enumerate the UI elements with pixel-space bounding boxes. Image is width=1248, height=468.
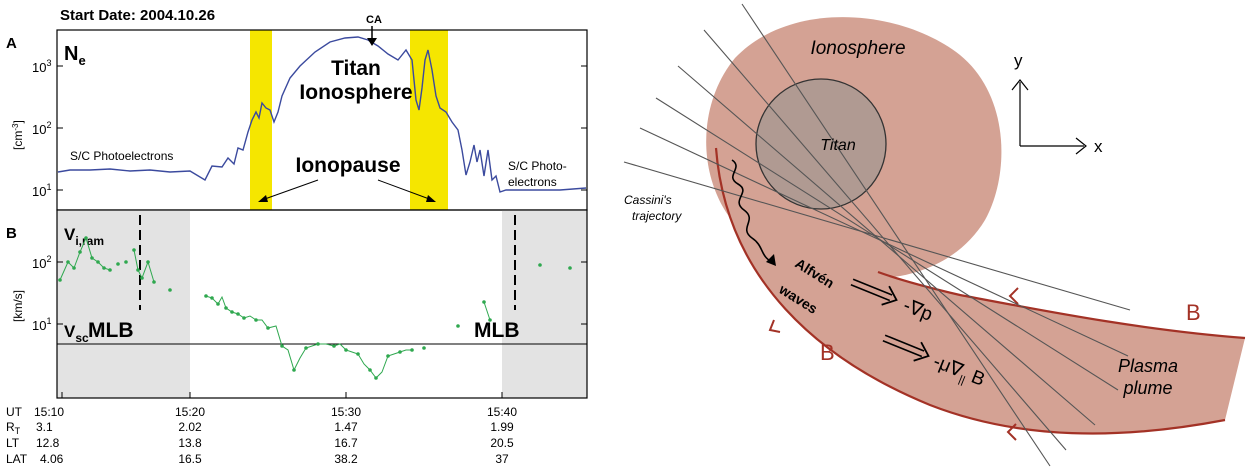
panel-a-unit: [cm-3] [11, 120, 25, 150]
cassini-trajectories [623, 3, 1131, 467]
row-label-ut: UT [6, 405, 23, 419]
rt-col-2: 2.02 [178, 420, 202, 434]
field-line-outer [714, 147, 1226, 435]
lt-col-4: 20.5 [490, 436, 514, 450]
lt-col-2: 13.8 [178, 436, 202, 450]
ne-trace [57, 36, 587, 193]
start-date: Start Date: 2004.10.26 [60, 7, 215, 24]
panel-b-letter: B [6, 225, 17, 242]
field-line-inner [877, 270, 1246, 340]
lt-col-1: 12.8 [36, 436, 60, 450]
b-label-lower: B [820, 340, 835, 365]
trajectory-line-1 [623, 161, 1131, 311]
trajectory-label-1: Cassini's [624, 193, 672, 207]
titan-ionosphere-label-2: Ionosphere [299, 81, 412, 104]
ut-col-3: 15:30 [331, 405, 361, 419]
ionopause-pointer-right [377, 179, 433, 201]
mlb-label-right: MLB [474, 319, 520, 342]
ionosphere-label: Ionosphere [810, 38, 905, 59]
panel-b-frame [56, 209, 588, 399]
trajectory-line-4 [677, 65, 1096, 426]
panel-a-letter: A [6, 35, 17, 52]
sc-photoelectrons-left: S/C Photoelectrons [70, 149, 173, 163]
sc-photoelectrons-right-2: electrons [508, 175, 557, 189]
ne-label: Ne [64, 43, 86, 68]
rt-col-1: 3.1 [36, 420, 53, 434]
vsc-label: Vsc [64, 322, 89, 345]
plasma-plume-label-2: plume [1122, 378, 1172, 398]
panel-b-shade-left [57, 210, 190, 398]
lat-col-3: 38.2 [334, 452, 358, 466]
right-panel: Ionosphere Titan Cassini's trajectory Al… [623, 3, 1246, 467]
lat-col-4: 37 [495, 452, 509, 466]
x-axis-arrowhead [1075, 137, 1087, 155]
x-axis-label: x [1094, 137, 1103, 156]
field-arrow-3 [1006, 423, 1017, 441]
ionopause-highlight-right [410, 30, 448, 210]
time-axis-ticks [61, 392, 503, 398]
ionopause-arrowhead-right [426, 195, 436, 202]
grad-p-arrow [850, 278, 898, 306]
panel-b-unit: [km/s] [11, 290, 25, 322]
trajectory-label-2: trajectory [632, 209, 682, 223]
titan-label: Titan [820, 137, 856, 154]
rt-col-3: 1.47 [334, 420, 358, 434]
titan-body [755, 78, 887, 210]
panel-b-shade-right [502, 210, 587, 398]
vi-ram-label: Vi,ram [64, 225, 104, 248]
mlb-label-left: MLB [88, 319, 134, 342]
trajectory-line-6 [741, 3, 1051, 467]
vi-ram-trace-4 [483, 301, 491, 321]
ionopause-pointer-left [261, 179, 319, 201]
b-ytick-1: 101 [32, 316, 51, 333]
ca-label: CA [366, 14, 382, 26]
sc-photoelectrons-right-1: S/C Photo- [508, 159, 567, 173]
vi-ram-points [58, 236, 572, 380]
field-arrow-2 [1008, 287, 1019, 305]
y-axis-arrowhead [1011, 79, 1029, 91]
ionopause-arrowhead-left [258, 195, 268, 202]
a-ytick-1: 101 [32, 182, 51, 199]
ut-col-4: 15:40 [487, 405, 517, 419]
a-ytick-2: 102 [32, 120, 51, 137]
vi-ram-trace-3 [205, 295, 412, 379]
alfven-arrowhead [766, 254, 776, 266]
ut-col-2: 15:20 [175, 405, 205, 419]
grad-b-arrow [882, 334, 930, 362]
row-label-rt: RT [6, 420, 21, 436]
panel-a-yticks: 101 102 103 [32, 58, 587, 199]
b-ytick-2: 102 [32, 254, 51, 271]
trajectory-line-5 [703, 29, 1067, 451]
left-panel: Start Date: 2004.10.26 A Ne [cm-3] 101 1… [6, 7, 588, 466]
row-label-lat: LAT [6, 452, 28, 466]
alfven-wave-arrow [731, 159, 773, 263]
titan-ionosphere-label-1: Titan [331, 57, 381, 80]
panel-b-yticks: 101 102 [32, 254, 587, 333]
ionopause-label: Ionopause [295, 154, 400, 177]
lt-col-3: 16.7 [334, 436, 358, 450]
field-arrow-1 [768, 319, 781, 333]
rt-col-4: 1.99 [490, 420, 514, 434]
ut-col-1: 15:10 [34, 405, 64, 419]
a-ytick-3: 103 [32, 58, 51, 75]
trajectory-line-3 [655, 97, 1119, 391]
coordinate-axes [1011, 79, 1087, 155]
row-label-lt: LT [6, 436, 20, 450]
y-axis-label: y [1014, 51, 1023, 70]
plasma-plume-label-1: Plasma [1118, 356, 1178, 376]
time-axis-table: UT RT LT LAT 15:10 3.1 12.8 4.06 15:20 2… [6, 405, 517, 466]
ionopause-highlight-left [250, 30, 272, 210]
lat-col-1: 4.06 [40, 452, 64, 466]
ca-arrowhead [367, 38, 377, 46]
lat-col-2: 16.5 [178, 452, 202, 466]
b-label-upper: B [1186, 300, 1201, 325]
